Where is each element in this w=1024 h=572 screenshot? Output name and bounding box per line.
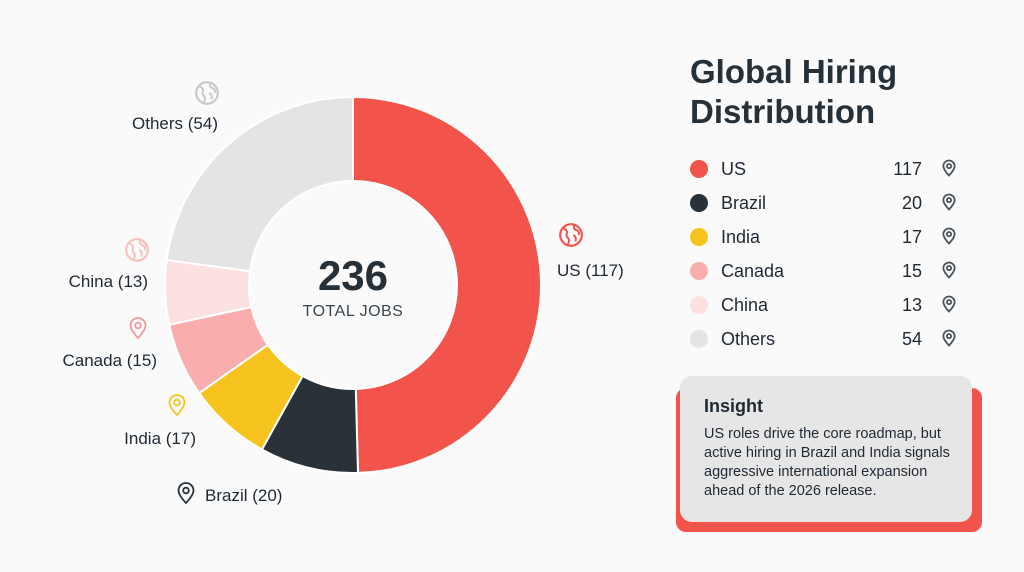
globe-icon bbox=[125, 238, 149, 262]
donut-slice-us bbox=[352, 95, 542, 474]
legend-name: India bbox=[721, 226, 761, 247]
legend: US 117 Brazil 20 India 17 Canada 15 China 13 Other… bbox=[690, 152, 980, 356]
legend-name: China bbox=[721, 294, 769, 315]
map-pin-icon bbox=[168, 394, 186, 417]
callout-label-canada: Canada (15) bbox=[62, 351, 157, 370]
map-pin-icon bbox=[942, 261, 956, 279]
insight-title: Insight bbox=[704, 396, 763, 416]
insight-body: US roles drive the core roadmap, but act… bbox=[704, 426, 950, 499]
legend-value: 15 bbox=[901, 260, 922, 281]
legend-name: US bbox=[721, 158, 747, 179]
donut-slice-others bbox=[165, 95, 354, 273]
legend-value: 17 bbox=[901, 226, 922, 247]
callout-label-us: US (117) bbox=[557, 261, 624, 280]
legend-value: 117 bbox=[893, 158, 922, 179]
total-jobs-label: TOTAL JOBS bbox=[303, 303, 404, 320]
callout-label-china: China (13) bbox=[69, 272, 148, 291]
legend-value: 20 bbox=[901, 192, 922, 213]
map-pin-icon bbox=[177, 482, 195, 505]
legend-name: Others bbox=[721, 328, 776, 349]
legend-swatch bbox=[690, 330, 708, 348]
legend-swatch bbox=[690, 160, 708, 178]
legend-name: Canada bbox=[721, 260, 785, 281]
legend-value: 13 bbox=[901, 294, 922, 315]
legend-value: 54 bbox=[901, 328, 922, 349]
legend-row-us: US 117 bbox=[690, 152, 980, 186]
map-pin-icon bbox=[942, 295, 956, 313]
legend-swatch bbox=[690, 296, 708, 314]
legend-swatch bbox=[690, 262, 708, 280]
globe-icon bbox=[195, 81, 219, 105]
legend-row-canada: Canada 15 bbox=[690, 254, 980, 288]
callout-label-others: Others (54) bbox=[132, 114, 218, 133]
legend-row-brazil: Brazil 20 bbox=[690, 186, 980, 220]
map-pin-icon bbox=[129, 317, 147, 340]
map-pin-icon bbox=[942, 159, 956, 177]
legend-name: Brazil bbox=[721, 192, 767, 213]
legend-swatch bbox=[690, 194, 708, 212]
globe-icon bbox=[559, 223, 583, 247]
page-title: Global Hiring Distribution bbox=[690, 53, 898, 130]
legend-row-others: Others 54 bbox=[690, 322, 980, 356]
legend-row-china: China 13 bbox=[690, 288, 980, 322]
map-pin-icon bbox=[942, 329, 956, 347]
map-pin-icon bbox=[942, 193, 956, 211]
legend-swatch bbox=[690, 228, 708, 246]
callout-label-brazil: Brazil (20) bbox=[205, 486, 282, 505]
map-pin-icon bbox=[942, 227, 956, 245]
insight-card: Insight US roles drive the core roadmap,… bbox=[680, 376, 972, 522]
total-jobs-value: 236 bbox=[318, 252, 388, 299]
callout-label-india: India (17) bbox=[124, 429, 196, 448]
legend-row-india: India 17 bbox=[690, 220, 980, 254]
